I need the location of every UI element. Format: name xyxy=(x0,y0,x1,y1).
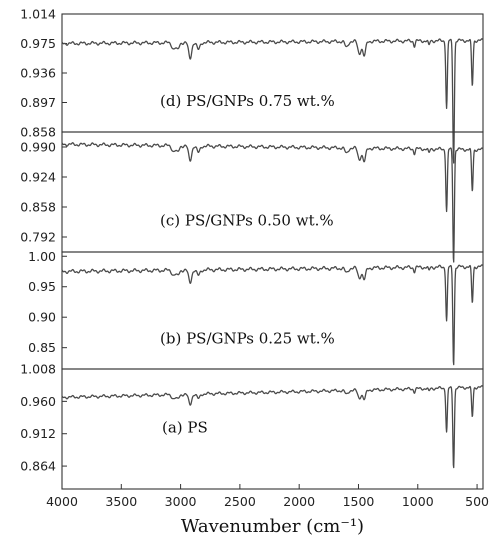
x-tick-label: 500 xyxy=(465,494,489,509)
y-tick-label: 0.897 xyxy=(20,95,56,110)
panel-label: (c) PS/GNPs 0.50 wt.% xyxy=(160,212,334,230)
y-tick-label: 1.014 xyxy=(20,7,56,22)
spectrum-panel: 1.008 0.960 0.912 0.864 (a) PS xyxy=(20,362,484,490)
spectrum-line xyxy=(61,142,484,263)
y-tick-label: 0.975 xyxy=(20,36,56,51)
y-tick-label: 0.90 xyxy=(28,310,56,325)
spectrum-line xyxy=(61,264,484,366)
y-tick-label: 1.00 xyxy=(28,249,56,264)
y-tick-label: 0.95 xyxy=(28,279,56,294)
y-tick-label: 0.924 xyxy=(20,170,56,185)
panel-label: (d) PS/GNPs 0.75 wt.% xyxy=(160,92,335,110)
y-tick-label: 0.936 xyxy=(20,66,56,81)
spectrum-line xyxy=(61,38,484,164)
panel-frame xyxy=(61,251,484,370)
spectrum-panel: 0.990 0.924 0.858 0.792 (c) PS/GNPs 0.50 wt.… xyxy=(20,131,484,263)
y-tick-label: 0.960 xyxy=(20,394,56,409)
y-tick-label: 0.864 xyxy=(20,459,56,474)
panel-frame xyxy=(61,13,484,133)
panel-label: (a) PS xyxy=(162,419,208,437)
y-tick-label: 0.858 xyxy=(20,125,56,140)
x-tick-label: 2000 xyxy=(283,494,315,509)
spectrum-panel: 1.014 0.975 0.936 0.897 0.858 (d) PS/GNPs 0.7… xyxy=(20,7,484,164)
y-tick-label: 0.912 xyxy=(20,426,56,441)
y-tick-label: 0.990 xyxy=(20,140,56,155)
x-tick-label: 3500 xyxy=(105,494,137,509)
y-tick-label: 0.85 xyxy=(28,340,56,355)
panel-label: (b) PS/GNPs 0.25 wt.% xyxy=(160,329,335,347)
x-tick-label: 1000 xyxy=(402,494,434,509)
y-tick-label: 1.008 xyxy=(20,362,56,377)
spectrum-line xyxy=(61,385,484,469)
panel-frame xyxy=(61,368,484,490)
x-tick-label: 2500 xyxy=(224,494,256,509)
x-axis-title: Wavenumber (cm⁻¹) xyxy=(181,516,364,537)
spectrum-panel: 1.00 0.95 0.90 0.85 (b) PS/GNPs 0.25 wt.% xyxy=(28,249,484,370)
x-tick-label: 3000 xyxy=(165,494,197,509)
x-tick-label: 1500 xyxy=(343,494,375,509)
panel-frame xyxy=(61,131,484,253)
x-tick-label: 4000 xyxy=(46,494,78,509)
y-tick-label: 0.792 xyxy=(20,230,56,245)
y-tick-label: 0.858 xyxy=(20,200,56,215)
